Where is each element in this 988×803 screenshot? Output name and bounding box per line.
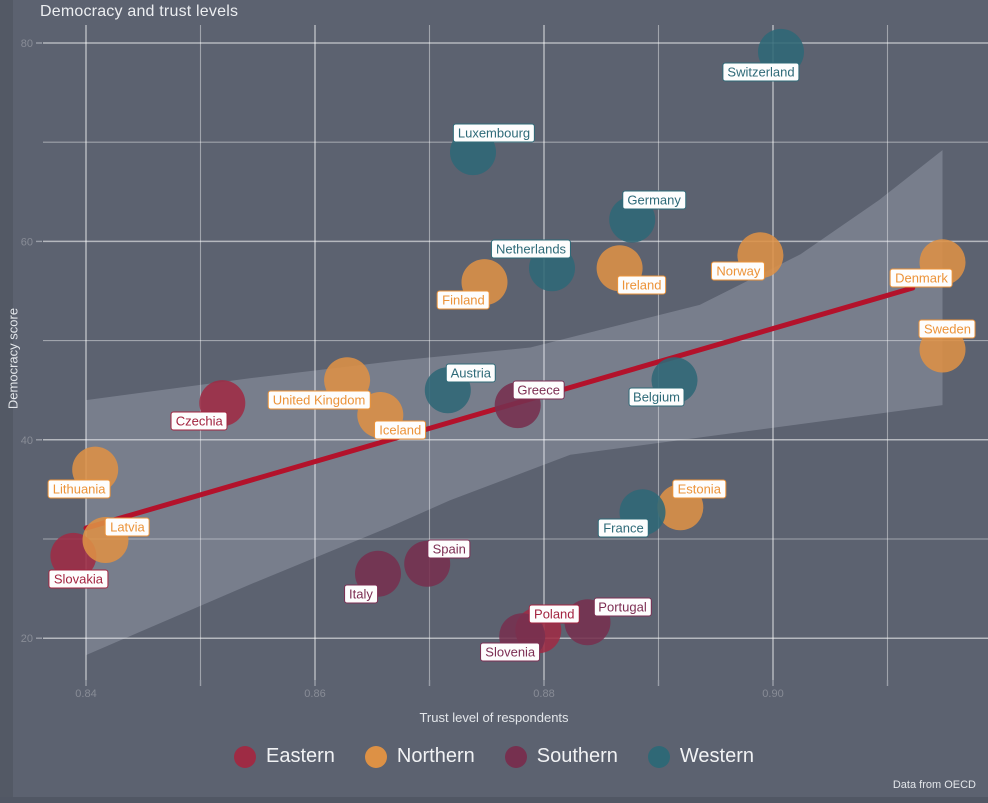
y-tick-label: 20 [21, 633, 33, 645]
country-label-ireland: Ireland [616, 275, 667, 295]
bottom-margin-strip [0, 797, 988, 803]
x-axis-label: Trust level of respondents [419, 710, 569, 725]
legend-swatch-northern [364, 745, 387, 768]
country-label-norway: Norway [711, 261, 766, 281]
y-axis-label: Democracy score [5, 307, 21, 410]
legend-swatch-southern [504, 745, 527, 768]
country-label-denmark: Denmark [890, 268, 953, 288]
country-label-italy: Italy [344, 584, 378, 604]
y-tick-label: 80 [21, 38, 33, 50]
country-label-spain: Spain [427, 539, 471, 559]
legend-label-southern: Southern [536, 745, 618, 767]
x-tick-label: 0.86 [304, 688, 325, 700]
country-label-france: France [598, 518, 649, 538]
y-tick-label: 40 [21, 435, 33, 447]
x-tick-label: 0.90 [762, 688, 783, 700]
y-tick-label: 60 [21, 236, 33, 248]
legend-label-western: Western [679, 745, 755, 767]
country-label-czechia: Czechia [170, 411, 228, 431]
country-label-finland: Finland [437, 290, 490, 310]
legend-swatch-eastern [233, 745, 256, 768]
country-label-switzerland: Switzerland [722, 62, 800, 82]
country-label-slovakia: Slovakia [48, 569, 108, 589]
legend-item-eastern: Eastern [233, 745, 335, 768]
x-tick-label: 0.84 [75, 688, 96, 700]
country-label-latvia: Latvia [105, 517, 150, 537]
country-label-iceland: Iceland [374, 420, 427, 440]
legend-label-eastern: Eastern [265, 745, 335, 767]
legend: Eastern Northern Southern Western [0, 745, 988, 768]
country-label-estonia: Estonia [672, 479, 726, 499]
country-label-sweden: Sweden [918, 319, 976, 339]
chart-title: Democracy and trust levels [40, 3, 239, 20]
country-label-germany: Germany [622, 190, 686, 210]
country-label-slovenia: Slovenia [480, 642, 541, 662]
country-label-netherlands: Netherlands [490, 239, 572, 259]
country-label-united-kingdom: United Kingdom [267, 390, 371, 410]
country-label-lithuania: Lithuania [47, 479, 111, 499]
country-label-austria: Austria [445, 363, 497, 383]
legend-item-western: Western [647, 745, 755, 768]
x-tick-label: 0.88 [533, 688, 554, 700]
legend-item-southern: Southern [504, 745, 618, 768]
country-label-portugal: Portugal [593, 597, 652, 617]
country-label-greece: Greece [512, 380, 565, 400]
country-label-luxembourg: Luxembourg [452, 123, 536, 143]
legend-label-northern: Northern [396, 745, 475, 767]
country-label-belgium: Belgium [628, 387, 685, 407]
country-label-poland: Poland [529, 604, 580, 624]
legend-item-northern: Northern [364, 745, 475, 768]
legend-swatch-western [647, 745, 670, 768]
data-source-caption: Data from OECD [892, 779, 976, 791]
